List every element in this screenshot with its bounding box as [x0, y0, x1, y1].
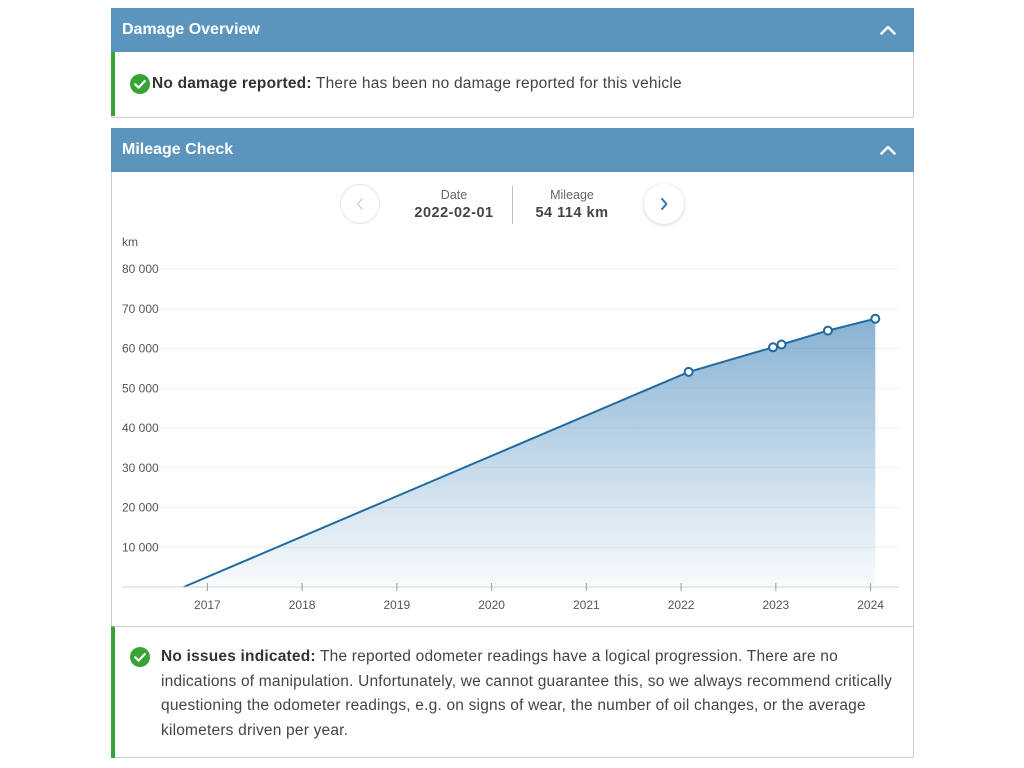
reading-date: Date 2022-02-01 — [404, 188, 504, 221]
mileage-status-notice: No issues indicated: The reported odomet… — [111, 626, 913, 758]
mileage-check-panel: Mileage Check Date 2022-02-01 Mileage 54… — [111, 128, 914, 758]
x-tick-label: 2022 — [668, 598, 695, 612]
mileage-area-fill — [183, 318, 876, 587]
mileage-status-heading: No issues indicated: — [161, 648, 316, 665]
mileage-check-header[interactable]: Mileage Check — [111, 128, 914, 172]
damage-status-heading: No damage reported: — [152, 75, 312, 92]
mileage-reading-point — [767, 342, 778, 353]
y-tick-label: 50 000 — [122, 381, 159, 395]
y-axis-unit-label: km — [122, 235, 138, 249]
mileage-chart: km 10 000 20 000 30 000 40 000 50 000 60 000 70… — [122, 235, 899, 612]
mileage-reading-point — [683, 366, 694, 377]
reading-navigator: Date 2022-02-01 Mileage 54 114 km — [340, 182, 686, 224]
y-tick-label: 10 000 — [122, 540, 159, 554]
y-tick-label: 20 000 — [122, 501, 159, 515]
damage-overview-panel: Damage Overview No damage reported: Ther… — [111, 8, 914, 118]
y-tick-label: 80 000 — [122, 262, 159, 276]
chevron-up-icon[interactable] — [880, 22, 896, 38]
previous-reading-button[interactable] — [340, 184, 380, 224]
next-reading-button[interactable] — [644, 184, 684, 224]
chevron-left-icon — [356, 198, 363, 210]
x-tick-label: 2024 — [857, 598, 884, 612]
y-tick-label: 70 000 — [122, 302, 159, 316]
x-tick-label: 2021 — [573, 598, 600, 612]
mileage-reading-point — [822, 325, 833, 336]
chevron-right-icon — [661, 198, 668, 210]
damage-overview-title: Damage Overview — [122, 21, 260, 38]
date-value: 2022-02-01 — [414, 205, 494, 221]
mileage-check-title: Mileage Check — [122, 141, 234, 158]
x-tick-label: 2018 — [289, 598, 316, 612]
y-tick-label: 60 000 — [122, 342, 159, 356]
mileage-value: 54 114 km — [535, 205, 609, 221]
x-tick-label: 2019 — [384, 598, 411, 612]
damage-overview-header[interactable]: Damage Overview — [111, 8, 914, 52]
check-circle-icon — [130, 647, 150, 667]
date-label: Date — [440, 188, 468, 202]
mileage-reading-point — [776, 339, 787, 350]
mileage-status-text: The reported odometer readings have a lo… — [161, 648, 893, 739]
check-circle-icon — [130, 74, 150, 94]
chevron-up-icon[interactable] — [880, 142, 896, 158]
x-tick-label: 2023 — [762, 598, 789, 612]
damage-status-text: There has been no damage reported for th… — [315, 75, 682, 92]
divider — [512, 186, 513, 224]
damage-status-notice: No damage reported: There has been no da… — [111, 52, 913, 116]
y-tick-label: 30 000 — [122, 461, 159, 475]
y-tick-label: 40 000 — [122, 421, 159, 435]
x-tick-label: 2020 — [478, 598, 505, 612]
mileage-label: Mileage — [550, 188, 594, 202]
mileage-reading-point — [870, 313, 881, 324]
x-tick-label: 2017 — [194, 598, 221, 612]
reading-mileage: Mileage 54 114 km — [522, 188, 622, 221]
